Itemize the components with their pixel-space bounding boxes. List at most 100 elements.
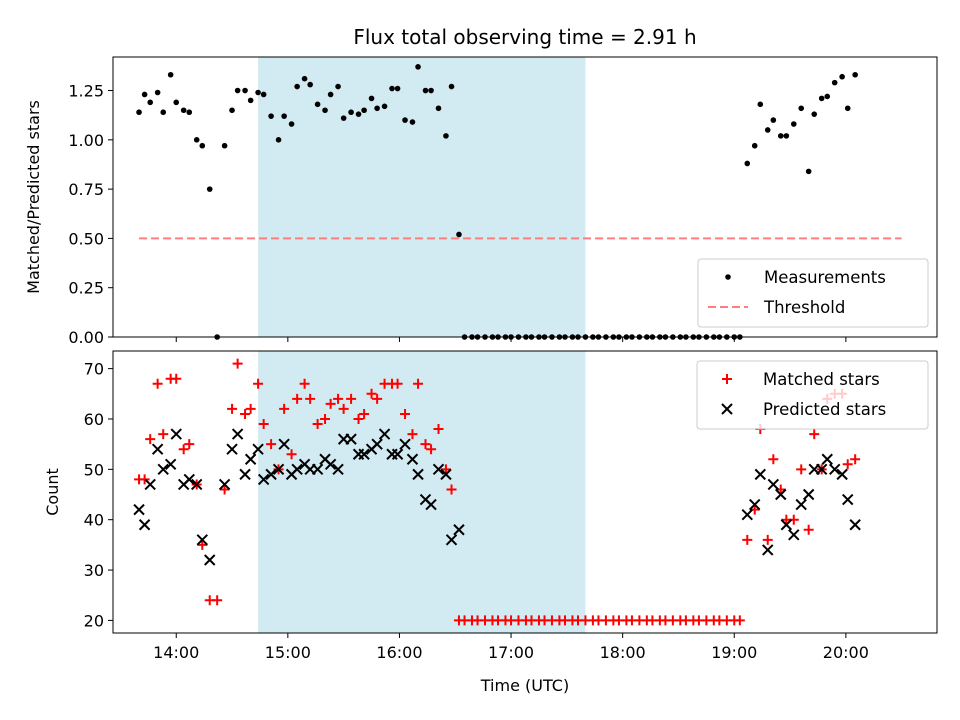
data-point xyxy=(734,615,745,626)
data-point xyxy=(741,508,753,521)
y-tick-label: 0.50 xyxy=(68,229,104,248)
data-point xyxy=(415,64,421,70)
data-point xyxy=(275,137,282,143)
legend-swatch xyxy=(722,374,732,384)
data-point xyxy=(440,464,451,475)
data-point xyxy=(433,424,444,435)
data-point xyxy=(333,393,344,404)
data-point xyxy=(374,105,380,112)
data-point xyxy=(353,413,364,424)
data-point xyxy=(239,468,251,481)
data-point xyxy=(443,133,449,139)
data-point xyxy=(795,498,807,511)
x-tick-label: 15:00 xyxy=(265,643,311,662)
data-point xyxy=(292,393,303,404)
legend-box xyxy=(697,258,929,328)
data-point xyxy=(322,107,328,114)
data-point xyxy=(186,109,193,116)
data-point xyxy=(164,458,177,471)
data-point xyxy=(180,107,187,114)
y-axis-label: Count xyxy=(43,468,62,516)
data-point xyxy=(204,554,216,566)
data-point xyxy=(206,186,213,192)
axes-frame xyxy=(112,350,938,634)
chart-title: Flux total observing time = 2.91 h xyxy=(353,25,696,49)
data-point xyxy=(240,408,251,419)
data-point xyxy=(199,142,206,149)
data-point xyxy=(133,503,145,516)
data-point xyxy=(324,458,337,471)
data-point xyxy=(849,519,861,531)
y-tick-label: 1.00 xyxy=(68,131,104,150)
series-predicted-stars xyxy=(133,428,861,566)
data-point xyxy=(842,493,854,506)
data-point xyxy=(815,463,828,476)
data-point xyxy=(173,99,180,106)
data-point xyxy=(824,93,831,100)
legend-swatch xyxy=(721,403,733,415)
data-point xyxy=(242,87,248,94)
x-tick-label: 14:00 xyxy=(153,643,199,662)
y-tick-label: 20 xyxy=(84,611,104,630)
data-point xyxy=(751,142,758,149)
data-point xyxy=(754,468,767,481)
data-point xyxy=(152,378,163,389)
data-point xyxy=(231,428,244,440)
data-point xyxy=(278,438,290,450)
data-point xyxy=(359,408,370,419)
data-point xyxy=(836,468,848,481)
data-point xyxy=(788,529,800,541)
data-point xyxy=(219,484,230,495)
data-point xyxy=(803,524,814,535)
highlight-span xyxy=(258,57,586,337)
data-point xyxy=(371,438,383,450)
data-point xyxy=(268,113,274,119)
data-point xyxy=(272,463,285,476)
data-point xyxy=(831,79,838,86)
data-point xyxy=(425,498,437,511)
data-point xyxy=(167,71,174,78)
legend: Measurements Threshold xyxy=(697,258,929,328)
x-tick-label: 18:00 xyxy=(600,643,646,662)
data-point xyxy=(320,413,331,424)
data-point xyxy=(227,403,238,414)
data-point xyxy=(796,464,807,475)
data-point xyxy=(279,403,290,414)
data-point xyxy=(197,539,208,550)
data-point xyxy=(299,378,310,389)
data-point xyxy=(790,121,797,127)
y-tick-label: 0.75 xyxy=(68,180,104,199)
data-point xyxy=(768,454,779,465)
x-tick-label: 19:00 xyxy=(711,643,757,662)
data-point xyxy=(158,429,169,440)
data-point xyxy=(358,448,370,460)
data-point xyxy=(252,443,264,455)
data-point xyxy=(742,534,753,545)
legend-label: Threshold xyxy=(763,298,845,317)
data-point xyxy=(780,519,793,531)
data-point xyxy=(338,403,349,414)
y-tick-label: 0.00 xyxy=(68,328,104,347)
data-point xyxy=(392,378,403,389)
data-point xyxy=(381,103,388,110)
data-point xyxy=(160,109,167,116)
data-point xyxy=(265,468,277,481)
legend-label: Matched stars xyxy=(763,370,880,389)
data-point xyxy=(255,89,261,96)
data-point xyxy=(406,453,419,465)
data-point xyxy=(245,403,256,414)
data-point xyxy=(307,81,313,88)
data-point xyxy=(842,459,853,470)
data-point xyxy=(258,419,269,430)
data-point xyxy=(762,544,774,556)
data-point xyxy=(446,484,457,495)
data-point xyxy=(432,463,445,476)
data-point xyxy=(391,448,404,460)
data-point xyxy=(399,438,411,450)
data-point xyxy=(428,87,434,94)
data-point xyxy=(435,105,442,112)
y-tick-label: 0.25 xyxy=(68,279,104,298)
data-point xyxy=(764,127,771,133)
data-point xyxy=(372,393,383,404)
